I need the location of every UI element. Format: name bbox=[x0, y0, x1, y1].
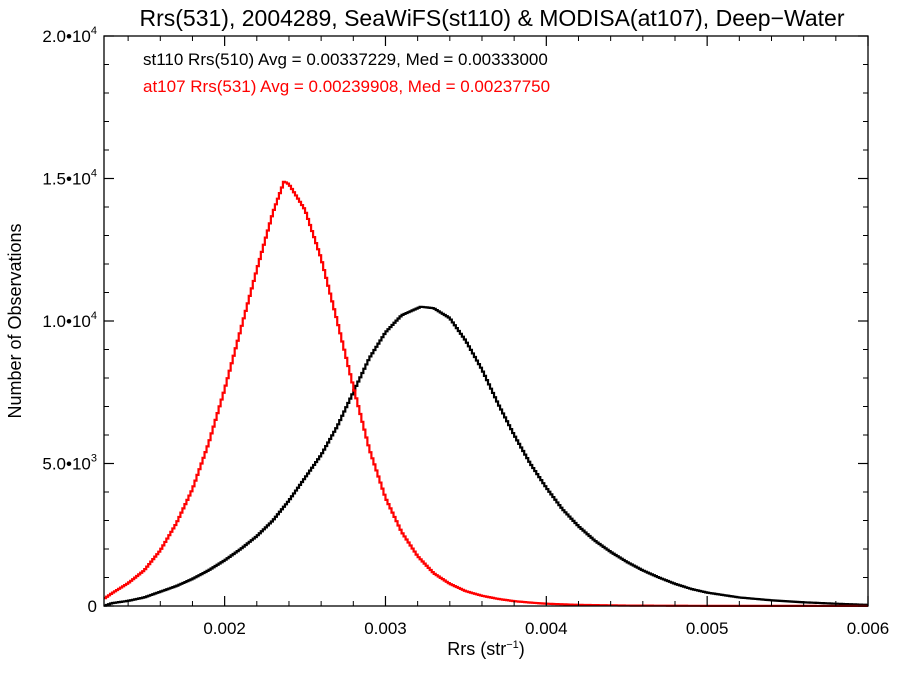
stats-annotation-at107: at107 Rrs(531) Avg = 0.00239908, Med = 0… bbox=[143, 77, 550, 96]
y-tick-label: 1.0•104 bbox=[42, 310, 97, 331]
x-tick-label: 0.006 bbox=[847, 619, 890, 638]
x-tick-label: 0.002 bbox=[203, 619, 246, 638]
series-line-0 bbox=[104, 305, 868, 607]
x-axis-label-exponent: −1 bbox=[506, 639, 519, 651]
y-tick-label: 2.0•104 bbox=[42, 25, 97, 46]
stats-annotation-st110: st110 Rrs(510) Avg = 0.00337229, Med = 0… bbox=[143, 50, 548, 69]
x-axis: 0.002 0.003 0.004 0.005 0.006 bbox=[127, 36, 890, 638]
y-axis-label: Number of Observations bbox=[5, 223, 25, 418]
x-axis-label-close: ) bbox=[519, 639, 525, 659]
y-tick-label: 5.0•103 bbox=[42, 453, 97, 474]
x-tick-label: 0.004 bbox=[525, 619, 568, 638]
x-axis-label-main: Rrs (str bbox=[447, 639, 506, 659]
x-tick-label: 0.005 bbox=[686, 619, 729, 638]
y-axis: 0 5.0•103 1.0•104 1.5•104 2.0•104 bbox=[42, 25, 868, 616]
y-tick-label: 0 bbox=[88, 597, 97, 616]
y-tick-label: 1.5•104 bbox=[42, 168, 97, 189]
x-axis-label: Rrs (str−1) bbox=[447, 639, 525, 659]
chart-title: Rrs(531), 2004289, SeaWiFS(st110) & MODI… bbox=[140, 5, 845, 31]
x-tick-label: 0.003 bbox=[364, 619, 407, 638]
